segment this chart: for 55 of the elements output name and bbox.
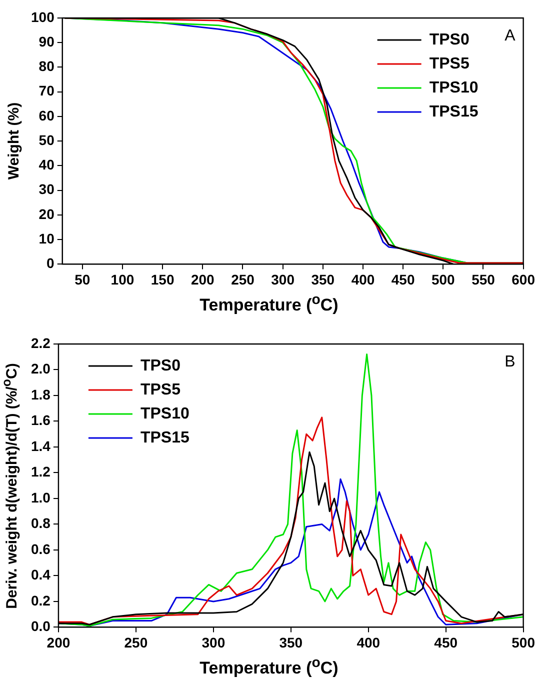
y-tick-label: 0.8 bbox=[30, 515, 51, 532]
y-tick-label: 20 bbox=[38, 206, 55, 222]
x-tick-label: 300 bbox=[271, 271, 295, 288]
y-axis-title: Weight (%) bbox=[6, 102, 23, 180]
y-tick-label: 1.4 bbox=[30, 438, 51, 454]
x-tick-label: 350 bbox=[279, 634, 303, 650]
legend-label: TPS5 bbox=[429, 55, 470, 72]
y-tick-label: 0.2 bbox=[30, 592, 51, 608]
y-tick-label: 10 bbox=[38, 230, 55, 246]
x-tick-label: 600 bbox=[512, 271, 536, 288]
x-tick-label: 200 bbox=[190, 271, 215, 288]
x-axis-title: Temperature ($^{o}$C) bbox=[198, 655, 340, 679]
x-tick-label: 150 bbox=[150, 271, 174, 288]
x-axis-title: Temperature ($^{o}$C) bbox=[198, 292, 340, 316]
y-tick-label: 80 bbox=[38, 58, 55, 74]
x-tick-label: 350 bbox=[311, 271, 335, 288]
x-tick-label: 200 bbox=[46, 634, 70, 650]
y-tick-label: 90 bbox=[38, 33, 55, 50]
y-tick-label: 50 bbox=[38, 132, 55, 148]
legend-label: TPS10 bbox=[429, 79, 478, 96]
y-tick-label: 0.0 bbox=[30, 618, 51, 634]
x-tick-label: 500 bbox=[431, 271, 456, 288]
y-tick-label: 1.8 bbox=[30, 386, 51, 402]
x-tick-label: 250 bbox=[231, 271, 255, 288]
x-tick-label: 100 bbox=[110, 271, 134, 288]
x-tick-label: 50 bbox=[74, 271, 90, 288]
y-tick-label: 70 bbox=[38, 82, 55, 99]
y-tick-label: 2.0 bbox=[30, 360, 51, 377]
y-tick-label: 100 bbox=[31, 8, 55, 25]
y-tick-label: 1.0 bbox=[30, 489, 51, 506]
legend-label: TPS0 bbox=[140, 357, 181, 374]
y-tick-label: 60 bbox=[38, 107, 55, 124]
y-tick-label: 1.6 bbox=[30, 412, 51, 428]
x-tick-label: 400 bbox=[351, 271, 375, 288]
y-tick-label: 1.2 bbox=[30, 464, 51, 480]
y-tick-label: 2.2 bbox=[30, 334, 51, 351]
y-tick-label: 30 bbox=[38, 181, 55, 198]
y-tick-label: 40 bbox=[38, 156, 55, 173]
annotation: B bbox=[504, 353, 516, 370]
x-tick-label: 450 bbox=[391, 271, 415, 288]
legend-label: TPS5 bbox=[140, 381, 181, 398]
y-tick-label: 0.4 bbox=[30, 566, 51, 583]
x-tick-label: 250 bbox=[124, 634, 148, 650]
y-tick-label: 0.6 bbox=[30, 540, 51, 557]
legend-label: TPS15 bbox=[429, 103, 478, 120]
legend-label: TPS0 bbox=[429, 31, 470, 48]
y-tick-label: 0 bbox=[46, 255, 55, 272]
x-tick-label: 550 bbox=[472, 271, 496, 288]
x-tick-label: 500 bbox=[512, 634, 536, 650]
legend-label: TPS15 bbox=[140, 429, 190, 446]
x-tick-label: 450 bbox=[434, 634, 458, 650]
x-tick-label: 400 bbox=[356, 634, 380, 650]
x-tick-label: 300 bbox=[202, 634, 226, 650]
annotation: A bbox=[504, 27, 516, 44]
legend-label: TPS10 bbox=[140, 405, 190, 422]
